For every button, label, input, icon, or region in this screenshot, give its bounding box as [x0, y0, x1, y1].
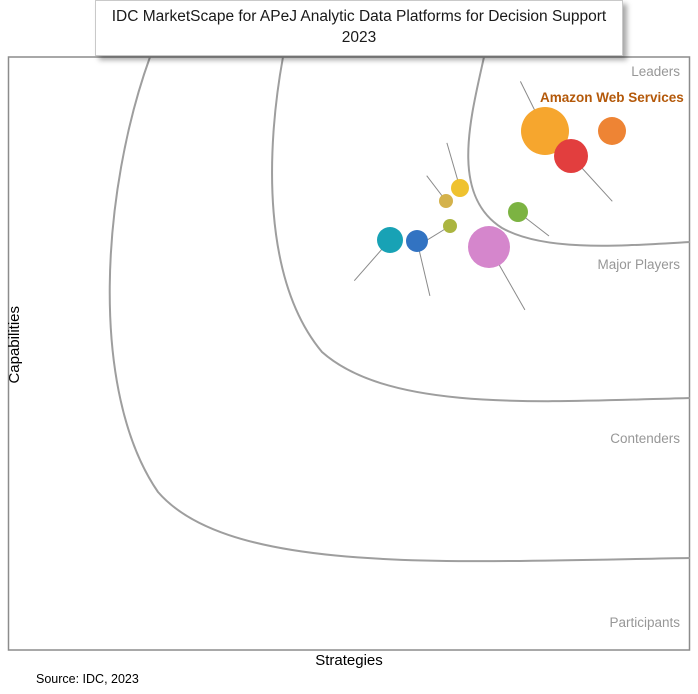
- leader-line: [426, 175, 447, 202]
- leader-line: [519, 81, 546, 132]
- chart-title: IDC MarketScape for APeJ Analytic Data P…: [95, 0, 623, 56]
- vendor-label-amazon-web-services: Amazon Web Services: [540, 90, 684, 105]
- leader-line: [353, 239, 391, 282]
- leader-line: [570, 155, 613, 202]
- plot-border: [7, 56, 691, 651]
- leader-line: [446, 142, 461, 189]
- region-boundary-arc-leaders: [467, 56, 691, 247]
- region-label-leaders: Leaders: [631, 64, 680, 79]
- source-note: Source: IDC, 2023: [36, 672, 139, 686]
- y-axis-label: Capabilities: [6, 306, 23, 384]
- leader-line: [426, 225, 451, 241]
- region-boundary-arc-contenders: [108, 56, 691, 563]
- vendor-leader-lines: [353, 81, 613, 311]
- region-label-participants: Participants: [609, 615, 680, 630]
- leader-line: [488, 246, 526, 311]
- region-boundary-arc-major-players: [271, 56, 691, 403]
- leader-line: [416, 240, 431, 297]
- region-label-contenders: Contenders: [610, 431, 680, 446]
- leader-line: [517, 211, 550, 237]
- region-label-major-players: Major Players: [597, 257, 680, 272]
- x-axis-label: Strategies: [315, 652, 383, 669]
